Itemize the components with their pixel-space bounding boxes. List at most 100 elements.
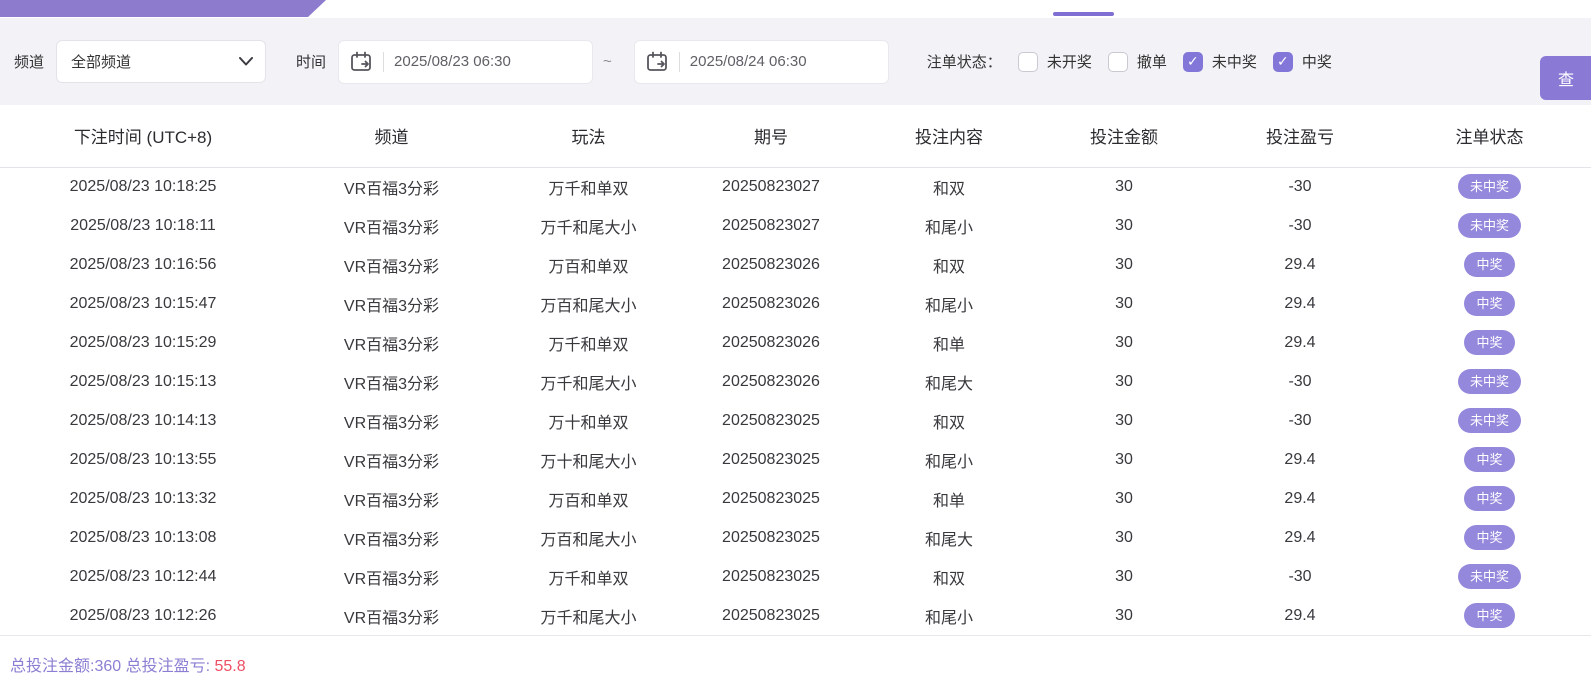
play-cell: 万百和尾大小 (540, 297, 637, 315)
time-cell: 2025/08/23 10:18:25 (69, 177, 217, 195)
time-cell: 2025/08/23 10:18:11 (70, 216, 216, 234)
amount-cell: 30 (1115, 450, 1133, 468)
time-cell: 2025/08/23 10:16:56 (69, 255, 217, 273)
channel-cell: VR百福3分彩 (343, 492, 440, 510)
status-badge: 中奖 (1464, 291, 1515, 316)
issue-cell: 20250823025 (722, 528, 820, 546)
amount-cell: 30 (1115, 606, 1133, 624)
total-pnl: 55.8 (214, 658, 246, 675)
active-tab-underline (1053, 12, 1114, 16)
input-divider (678, 51, 680, 72)
unchecked-checkbox-icon[interactable] (1107, 51, 1128, 72)
table-row: 2025/08/23 10:15:47 VR百福3分彩 万百和尾大小 20250823… (0, 284, 1591, 323)
column-header: 频道 (286, 105, 497, 168)
bet-status-options: 未开奖 撤单 ✓ 未中奖 ✓ 中奖 (1002, 51, 1332, 72)
checked-checkbox-icon[interactable]: ✓ (1272, 51, 1293, 72)
content-cell: 和尾小 (924, 297, 973, 315)
channel-cell: VR百福3分彩 (343, 375, 440, 393)
time-label: 时间 (296, 54, 327, 71)
pnl-cell: -30 (1288, 567, 1312, 585)
issue-cell: 20250823025 (722, 411, 820, 429)
content-cell: 和双 (932, 258, 965, 276)
amount-cell: 30 (1115, 489, 1133, 507)
pnl-cell: 29.4 (1284, 333, 1316, 351)
pnl-cell: -30 (1288, 177, 1312, 195)
chevron-down-icon (239, 57, 254, 66)
channel-select[interactable]: 全部频道 (56, 40, 267, 83)
column-header: 注单状态 (1388, 105, 1591, 168)
content-cell: 和单 (932, 336, 965, 354)
time-cell: 2025/08/23 10:13:32 (69, 489, 217, 507)
status-cell: 中奖 (1388, 479, 1591, 518)
date-to-value: 2025/08/24 06:30 (689, 53, 807, 70)
table-row: 2025/08/23 10:12:44 VR百福3分彩 万千和单双 202508230… (0, 557, 1591, 596)
play-cell: 万十和尾大小 (540, 453, 637, 471)
status-checkbox-group[interactable]: 未开奖 (1017, 51, 1092, 72)
amount-cell: 30 (1115, 177, 1133, 195)
table-row: 2025/08/23 10:13:55 VR百福3分彩 万十和尾大小 20250823… (0, 440, 1591, 479)
table-row: 2025/08/23 10:13:08 VR百福3分彩 万百和尾大小 20250823… (0, 518, 1591, 557)
channel-cell: VR百福3分彩 (343, 336, 440, 354)
play-cell: 万千和单双 (548, 336, 629, 354)
content-cell: 和尾小 (924, 453, 973, 471)
pnl-cell: 29.4 (1284, 255, 1316, 273)
pnl-cell: -30 (1288, 372, 1312, 390)
table-header-row: 下注时间 (UTC+8) 频道 玩法 期号 投注内容 投注金额 投注盈亏 注单状态 (0, 105, 1591, 168)
time-cell: 2025/08/23 10:14:13 (69, 411, 217, 429)
play-cell: 万十和单双 (548, 414, 629, 432)
status-cell: 未中奖 (1388, 362, 1591, 401)
channel-cell: VR百福3分彩 (343, 453, 440, 471)
calendar-icon (351, 51, 371, 71)
column-header: 玩法 (497, 105, 680, 168)
status-cell: 未中奖 (1388, 401, 1591, 440)
bet-records-table: 下注时间 (UTC+8) 频道 玩法 期号 投注内容 投注金额 投注盈亏 注单状态 2025/… (0, 105, 1591, 635)
time-cell: 2025/08/23 10:15:13 (69, 372, 217, 390)
channel-cell: VR百福3分彩 (343, 570, 440, 588)
column-header: 投注金额 (1036, 105, 1212, 168)
status-checkbox-group[interactable]: ✓ 未中奖 (1182, 51, 1257, 72)
date-from-value: 2025/08/23 06:30 (394, 53, 511, 70)
column-header: 下注时间 (UTC+8) (0, 105, 286, 168)
amount-cell: 30 (1115, 333, 1133, 351)
time-cell: 2025/08/23 10:13:55 (69, 450, 217, 468)
issue-cell: 20250823025 (722, 489, 820, 507)
issue-cell: 20250823027 (722, 216, 820, 234)
status-checkbox-group[interactable]: ✓ 中奖 (1272, 51, 1332, 72)
status-badge: 中奖 (1464, 330, 1515, 355)
play-cell: 万百和单双 (548, 258, 629, 276)
channel-cell: VR百福3分彩 (343, 297, 440, 315)
table-row: 2025/08/23 10:12:26 VR百福3分彩 万千和尾大小 20250823… (0, 596, 1591, 635)
date-range-separator: ~ (603, 53, 612, 70)
time-cell: 2025/08/23 10:15:47 (69, 294, 217, 312)
table-row: 2025/08/23 10:18:25 VR百福3分彩 万千和单双 202508230… (0, 167, 1591, 206)
date-from-input[interactable]: 2025/08/23 06:30 (338, 39, 594, 84)
status-cell: 未中奖 (1388, 557, 1591, 596)
unchecked-checkbox-icon[interactable] (1017, 51, 1038, 72)
status-checkbox-label: 未开奖 (1046, 54, 1092, 71)
content-cell: 和双 (932, 570, 965, 588)
status-badge: 中奖 (1464, 486, 1515, 511)
amount-cell: 30 (1115, 255, 1133, 273)
pnl-cell: 29.4 (1284, 489, 1316, 507)
amount-cell: 30 (1115, 372, 1133, 390)
status-badge: 未中奖 (1457, 408, 1521, 433)
status-cell: 未中奖 (1388, 206, 1591, 245)
totals-summary: 总投注金额:360 总投注盈亏: 55.8 (0, 652, 1591, 676)
status-checkbox-group[interactable]: 撤单 (1107, 51, 1167, 72)
content-cell: 和尾小 (924, 219, 973, 237)
channel-cell: VR百福3分彩 (343, 180, 440, 198)
content-cell: 和尾小 (924, 609, 973, 627)
status-cell: 中奖 (1388, 596, 1591, 635)
table-row: 2025/08/23 10:18:11 VR百福3分彩 万千和尾大小 20250823… (0, 206, 1591, 245)
calendar-icon (646, 51, 667, 71)
date-to-input[interactable]: 2025/08/24 06:30 (633, 39, 889, 84)
issue-cell: 20250823026 (722, 372, 820, 390)
content-cell: 和尾大 (924, 375, 973, 393)
play-cell: 万千和单双 (548, 180, 629, 198)
status-cell: 中奖 (1388, 284, 1591, 323)
play-cell: 万百和单双 (548, 492, 629, 510)
checked-checkbox-icon[interactable]: ✓ (1182, 51, 1203, 72)
issue-cell: 20250823026 (722, 294, 820, 312)
search-button[interactable]: 查 (1540, 56, 1591, 100)
status-cell: 中奖 (1388, 245, 1591, 284)
